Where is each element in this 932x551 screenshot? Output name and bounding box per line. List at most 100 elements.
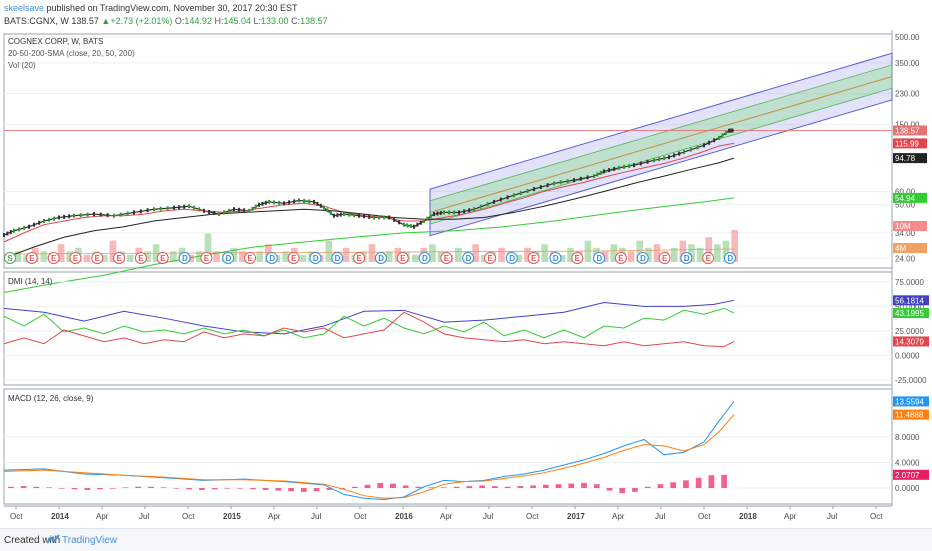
- macd-histogram-bar: [250, 488, 256, 490]
- macd-histogram-bar: [20, 486, 27, 489]
- price-candle: [603, 169, 605, 174]
- price-candle: [228, 208, 231, 213]
- x-tick-label: 2017: [567, 512, 585, 521]
- price-candle: [696, 145, 699, 150]
- price-candle: [506, 195, 509, 200]
- volume-bar: [688, 244, 695, 262]
- price-candle: [38, 220, 41, 225]
- price-candle: [618, 165, 620, 170]
- price-candle: [628, 164, 631, 169]
- close-label: C:: [291, 16, 301, 26]
- event-marker-label: E: [618, 254, 624, 263]
- macd-histogram-bar: [135, 486, 142, 489]
- chart-canvas[interactable]: S E E E E E E E D E D E D E D D E D E D E D E D E D E D E D E D E D COGNEX…: [0, 30, 932, 528]
- ohlc-line: BATS:CGNX, W 138.57 ▲+2.73 (+2.01%) O:14…: [4, 16, 328, 26]
- macd-histogram-bar: [390, 483, 396, 489]
- price-candle: [238, 207, 241, 212]
- macd-histogram-bar: [237, 488, 243, 489]
- event-marker-label: D: [596, 254, 602, 263]
- macd-histogram-bar: [492, 486, 498, 489]
- price-candle: [713, 138, 716, 143]
- tradingview-brand-link[interactable]: TradingView: [62, 535, 118, 546]
- main-series-price: [3, 129, 735, 236]
- macd-histogram-bar: [504, 486, 511, 489]
- price-candle: [429, 214, 432, 219]
- price-candle: [336, 213, 339, 218]
- price-candle: [559, 180, 562, 185]
- price-candle: [99, 212, 102, 217]
- dmi-value-box: [893, 295, 929, 306]
- volume-bar: [558, 254, 566, 262]
- event-marker: [113, 252, 126, 264]
- price-candle: [546, 183, 549, 188]
- volume-bar: [109, 240, 117, 262]
- event-marker-label: E: [204, 254, 210, 263]
- price-candle: [153, 207, 155, 212]
- x-tick-label: Oct: [698, 512, 711, 521]
- macd-histogram-bar: [670, 482, 677, 489]
- macd-histogram-bar: [33, 486, 40, 489]
- macd-histogram-bar: [288, 488, 294, 492]
- volume-bar: [213, 251, 220, 262]
- event-marker-label: E: [51, 254, 57, 263]
- event-marker: [331, 252, 344, 264]
- volume-bar: [670, 247, 678, 262]
- price-candle: [639, 161, 642, 166]
- volume-bar: [239, 251, 246, 262]
- x-tick-label: Jul: [139, 512, 149, 521]
- macd-histogram-bar: [8, 486, 14, 489]
- price-change: +2.73 (+2.01%): [110, 16, 173, 26]
- price-candle: [403, 222, 405, 227]
- price-candle: [393, 217, 396, 222]
- price-candle: [358, 213, 360, 218]
- open-label: O:: [174, 16, 185, 26]
- low-label: L:: [253, 16, 262, 26]
- price-candle: [566, 179, 569, 184]
- price-candle: [339, 212, 342, 217]
- main-panel: [3, 33, 893, 269]
- volume-bar: [429, 244, 436, 262]
- event-marker-label: E: [116, 254, 122, 263]
- volume-bar: [256, 251, 264, 262]
- macd-value-box: [893, 469, 929, 480]
- macd-histogram-bar: [657, 484, 664, 489]
- tradingview-logo-icon: [46, 534, 60, 544]
- price-candle: [93, 212, 95, 217]
- macd-histogram-bar: [542, 484, 549, 489]
- event-marker: [156, 252, 169, 264]
- price-candle: [28, 224, 30, 229]
- macd-histogram-bar: [148, 486, 154, 489]
- price-candle: [233, 207, 235, 212]
- price-candle: [343, 212, 345, 217]
- event-marker-label: D: [313, 254, 319, 263]
- price-candle: [86, 212, 89, 217]
- event-marker: [287, 252, 300, 264]
- price-candle: [689, 147, 692, 152]
- price-candle: [409, 224, 412, 229]
- author-link[interactable]: skeelsave: [4, 3, 45, 13]
- macd-series-macd: [3, 401, 735, 501]
- x-tick-label: 2015: [223, 512, 241, 521]
- macd-histogram-bar: [708, 475, 715, 489]
- price-candle: [419, 220, 422, 225]
- event-marker: [680, 252, 693, 264]
- sma-indicator-label: 20-50-200-SMA (close, 20, 50, 200): [8, 49, 135, 58]
- main-y-tick: 50.00: [895, 201, 916, 210]
- price-candle: [439, 210, 442, 215]
- volume-indicator-label: Vol (20): [8, 61, 36, 70]
- event-marker-label: E: [29, 254, 35, 263]
- macd-value-box: [893, 409, 929, 420]
- macd-histogram-bar: [581, 482, 587, 489]
- price-label-box: [893, 125, 927, 136]
- price-candle: [126, 211, 129, 216]
- macd-title: MACD (12, 26, close, 9): [8, 394, 94, 403]
- macd-panel: [3, 388, 893, 505]
- macd-histogram-bar: [632, 488, 638, 492]
- main-title: COGNEX CORP, W, BATS: [8, 37, 103, 46]
- x-tick-label: Oct: [354, 512, 367, 521]
- price-candle: [53, 216, 56, 221]
- price-candle: [178, 205, 181, 210]
- volume-bar: [144, 251, 151, 262]
- event-marker-label: E: [575, 254, 581, 263]
- price-candle: [68, 214, 71, 219]
